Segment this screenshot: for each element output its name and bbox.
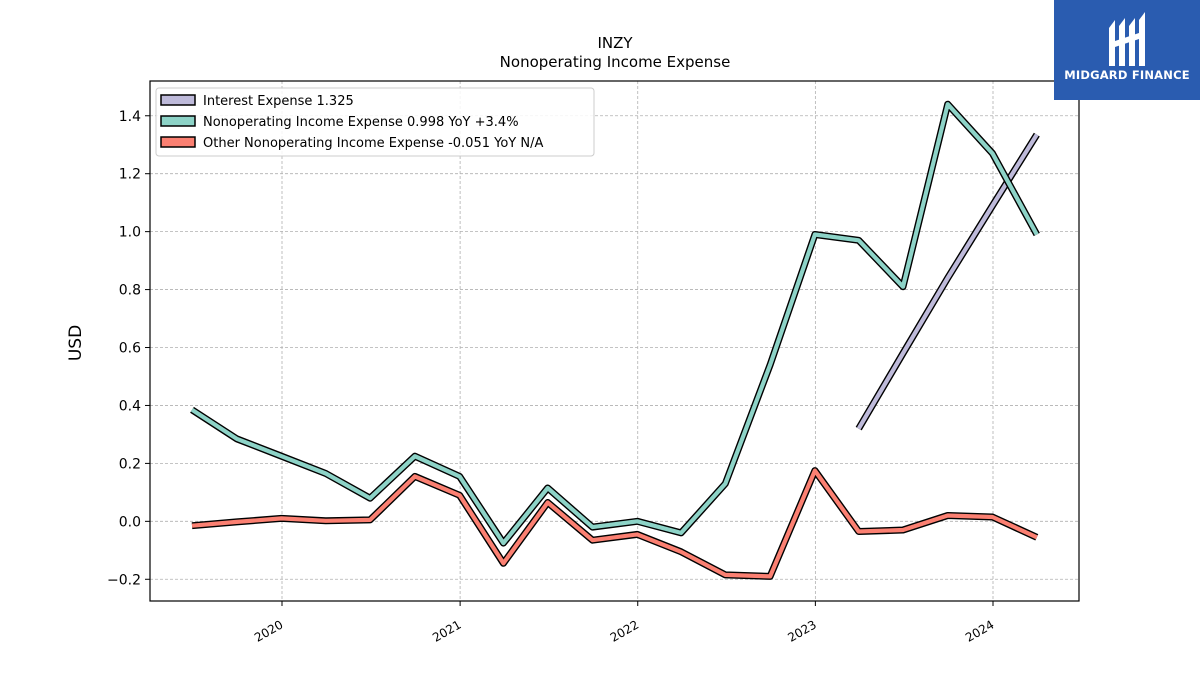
x-tick-label: 2023 [785, 617, 818, 644]
series-stroke [191, 468, 1038, 579]
y-axis-label: USD [66, 325, 86, 361]
midgard-finance-logo: MIDGARD FINANCE [1054, 0, 1200, 100]
y-tick-label: 0.4 [119, 398, 141, 414]
plot-frame [149, 80, 1080, 602]
grid [150, 81, 1079, 601]
legend-swatch [160, 94, 196, 106]
chart-title: INZY [597, 34, 633, 52]
y-tick-label: −0.2 [107, 572, 141, 588]
series-line-2 [191, 467, 1039, 580]
y-tick-label: 0.8 [119, 283, 141, 299]
y-tick-label: 1.4 [119, 109, 141, 125]
y-tick-label: 0.0 [119, 514, 141, 530]
legend-label: Interest Expense 1.325 [203, 94, 354, 109]
series-stroke [190, 102, 1039, 546]
legend-swatch [160, 115, 196, 127]
x-tick-label: 2020 [252, 617, 285, 644]
series-outline [190, 100, 1040, 547]
x-axis: 2020 2021 2022 2023 2024 [252, 601, 997, 645]
y-tick-label: 1.2 [119, 167, 141, 183]
brand-name: MIDGARD FINANCE [1064, 68, 1190, 82]
series-line-1 [190, 100, 1040, 547]
y-tick-label: 1.0 [119, 225, 141, 241]
x-tick-label: 2021 [430, 617, 463, 644]
legend-swatch [160, 136, 196, 148]
chart-subtitle: Nonoperating Income Expense [500, 53, 731, 71]
midgard-logo-icon [1109, 12, 1145, 66]
series-lines [190, 100, 1040, 580]
legend: Interest Expense 1.325 Nonoperating Incom… [155, 87, 595, 157]
x-tick-label: 2024 [963, 617, 996, 644]
legend-box [155, 87, 595, 157]
legend-label: Other Nonoperating Income Expense -0.051… [203, 136, 543, 151]
x-tick-label: 2022 [608, 617, 641, 644]
legend-label: Nonoperating Income Expense 0.998 YoY +3… [203, 115, 519, 130]
y-tick-label: 0.6 [119, 341, 141, 357]
y-tick-label: 0.2 [119, 456, 141, 472]
y-axis: −0.2 0.0 0.2 0.4 0.6 0.8 1.0 1.2 1.4 [107, 109, 150, 588]
